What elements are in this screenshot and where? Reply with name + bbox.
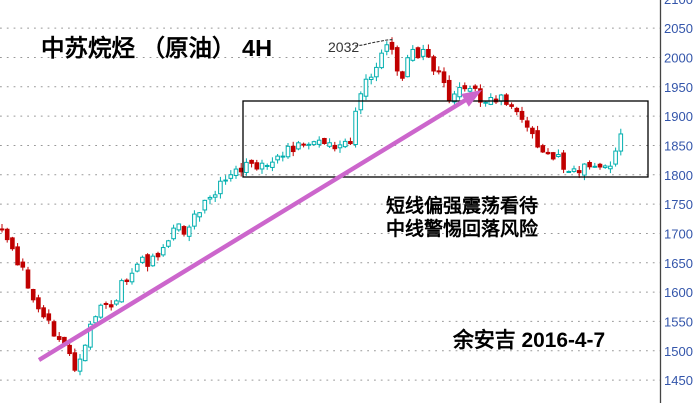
- svg-text:1650: 1650: [664, 256, 693, 271]
- svg-text:1600: 1600: [664, 285, 693, 300]
- svg-text:1950: 1950: [664, 80, 693, 95]
- svg-text:1900: 1900: [664, 109, 693, 124]
- svg-text:1750: 1750: [664, 197, 693, 212]
- svg-text:1700: 1700: [664, 226, 693, 241]
- svg-text:2050: 2050: [664, 21, 693, 36]
- svg-text:2032: 2032: [328, 39, 359, 55]
- svg-text:2100: 2100: [664, 0, 693, 7]
- svg-text:短线偏强震荡看待: 短线偏强震荡看待: [386, 194, 538, 217]
- svg-text:1850: 1850: [664, 138, 693, 153]
- svg-text:1450: 1450: [664, 373, 693, 388]
- svg-text:1550: 1550: [664, 314, 693, 329]
- svg-text:2000: 2000: [664, 50, 693, 65]
- svg-text:1800: 1800: [664, 168, 693, 183]
- svg-text:中线警惕回落风险: 中线警惕回落风险: [386, 217, 539, 240]
- svg-text:1500: 1500: [664, 344, 693, 359]
- svg-text:余安吉 2016-4-7: 余安吉 2016-4-7: [452, 328, 605, 352]
- svg-text:中苏烷烃 （原油） 4H: 中苏烷烃 （原油） 4H: [41, 34, 272, 61]
